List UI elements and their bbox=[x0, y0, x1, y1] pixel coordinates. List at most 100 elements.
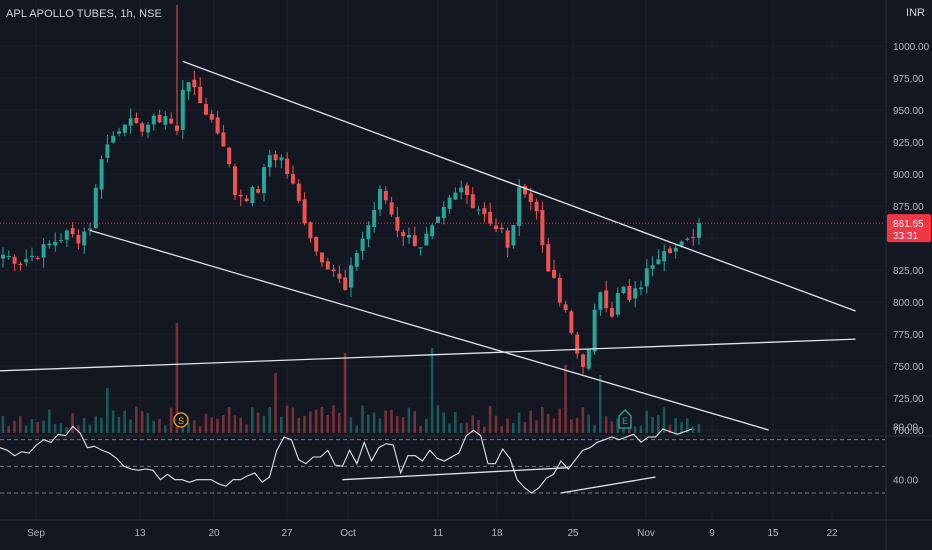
volume-bar bbox=[529, 410, 532, 433]
volume-bar bbox=[610, 421, 614, 433]
volume-bar bbox=[338, 413, 341, 433]
candle bbox=[175, 5, 179, 136]
price-tick-label: 900.00 bbox=[893, 170, 924, 181]
candle-body bbox=[389, 202, 394, 215]
event-marker[interactable]: E bbox=[618, 409, 632, 429]
volume-bar bbox=[552, 418, 556, 433]
candle bbox=[267, 149, 272, 177]
volume-bar bbox=[465, 422, 469, 433]
candle bbox=[378, 185, 382, 216]
volume-bar bbox=[181, 425, 184, 433]
volume-bar bbox=[657, 414, 660, 433]
candle bbox=[505, 227, 510, 258]
candle bbox=[540, 201, 545, 253]
candle bbox=[424, 227, 429, 246]
volume-bar bbox=[390, 409, 393, 433]
volume-bar bbox=[82, 418, 86, 433]
candle bbox=[354, 249, 359, 271]
price-tick-label: 875.00 bbox=[893, 202, 924, 213]
candle bbox=[302, 192, 307, 226]
candle-body bbox=[238, 194, 243, 197]
candle-body bbox=[204, 103, 208, 115]
candle-body bbox=[598, 292, 603, 310]
candle-body bbox=[99, 159, 104, 190]
candle bbox=[314, 236, 319, 256]
candle bbox=[180, 79, 185, 139]
volume-bar bbox=[297, 417, 300, 433]
candle-body bbox=[476, 209, 481, 211]
volume-bar bbox=[309, 411, 312, 433]
candle bbox=[88, 223, 92, 236]
price-tag-price: 861.65 bbox=[893, 219, 924, 230]
candle bbox=[546, 238, 551, 272]
candle-body bbox=[128, 118, 133, 126]
candle bbox=[250, 185, 255, 207]
volume-bar bbox=[24, 425, 28, 433]
candle bbox=[418, 247, 423, 256]
symbol-header[interactable]: APL APOLLO TUBES, 1h, NSE bbox=[6, 8, 162, 20]
candle-body bbox=[198, 86, 203, 104]
candles bbox=[1, 5, 701, 374]
candle bbox=[436, 216, 440, 223]
candle-body bbox=[76, 234, 81, 244]
volume-bar bbox=[407, 407, 411, 433]
candle-body bbox=[633, 288, 638, 299]
candle bbox=[691, 228, 696, 246]
candle-body bbox=[24, 259, 29, 263]
candle bbox=[697, 217, 701, 245]
volume-bar bbox=[198, 426, 202, 433]
volume-bar bbox=[697, 424, 701, 433]
candle bbox=[395, 206, 400, 238]
candle bbox=[534, 198, 539, 220]
candle bbox=[1, 247, 5, 268]
candle bbox=[563, 300, 568, 313]
volume-bar bbox=[94, 416, 97, 433]
candle bbox=[476, 206, 481, 216]
volume-bar bbox=[570, 419, 573, 433]
volume-bar bbox=[355, 425, 358, 433]
volume-bar bbox=[587, 414, 590, 433]
candle bbox=[53, 232, 58, 252]
time-tick-label: 13 bbox=[134, 528, 146, 539]
candle bbox=[430, 223, 435, 240]
time-tick-label: 18 bbox=[491, 528, 503, 539]
price-tick-label: 775.00 bbox=[893, 330, 924, 341]
volume-bar bbox=[372, 412, 376, 433]
candle-body bbox=[453, 192, 458, 200]
candle-body bbox=[192, 79, 197, 88]
volume-bar bbox=[436, 405, 440, 433]
candle bbox=[209, 110, 214, 123]
candle bbox=[412, 226, 417, 247]
volume-bar bbox=[413, 411, 416, 433]
volume-bar bbox=[146, 412, 150, 433]
event-marker[interactable]: S bbox=[173, 412, 189, 428]
price-tag-box bbox=[887, 214, 931, 243]
volume-bars bbox=[1, 323, 701, 433]
candle bbox=[204, 97, 208, 116]
candle-body bbox=[691, 236, 696, 238]
currency-label[interactable]: INR bbox=[903, 6, 928, 20]
candle-body bbox=[627, 285, 632, 300]
candle-body bbox=[180, 89, 185, 130]
volume-bar bbox=[396, 415, 399, 433]
candle-body bbox=[41, 244, 46, 258]
candle bbox=[459, 180, 464, 200]
volume-bar bbox=[239, 417, 242, 433]
candle bbox=[662, 244, 667, 272]
candle bbox=[650, 256, 655, 277]
candle bbox=[511, 224, 516, 249]
volume-bar bbox=[691, 426, 695, 433]
candle-body bbox=[6, 255, 11, 258]
candle-body bbox=[117, 131, 121, 134]
volume-bar bbox=[227, 407, 231, 433]
candle-body bbox=[209, 114, 214, 120]
candle-body bbox=[441, 206, 446, 219]
axes: 700.00 725.00 750.00 775.00 800.00 825.00 875.… bbox=[27, 42, 929, 539]
trendlines[interactable] bbox=[0, 60, 856, 431]
candle bbox=[227, 146, 232, 168]
event-marker-shape bbox=[618, 409, 632, 429]
